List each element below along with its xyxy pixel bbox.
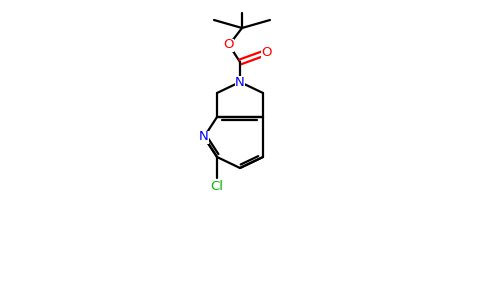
Text: O: O <box>261 46 271 59</box>
Text: O: O <box>224 38 234 52</box>
Text: N: N <box>235 76 245 88</box>
Text: Cl: Cl <box>211 179 224 193</box>
Text: N: N <box>199 130 209 143</box>
